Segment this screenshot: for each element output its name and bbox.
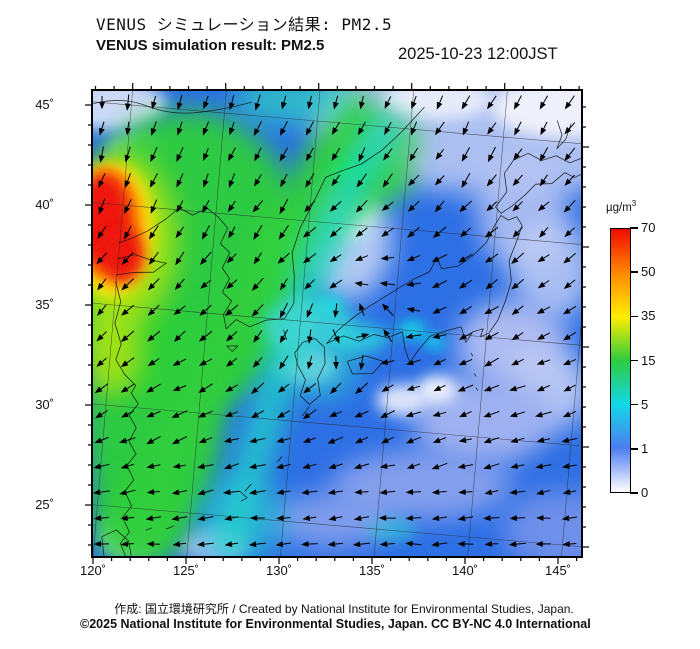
- colorbar-tick-label: 1: [641, 440, 649, 456]
- colorbar-tick-label: 0: [641, 485, 649, 500]
- colorbar-tick-label: 35: [641, 308, 656, 324]
- graticule: [92, 90, 582, 557]
- colorbar-tick-mark: [630, 315, 638, 318]
- colorbar-tick-mark: [630, 271, 638, 273]
- colorbar-tick-label: 5: [641, 396, 649, 412]
- lat-label-30: 30˚: [35, 397, 54, 412]
- page-title-english: VENUS simulation result: PM2.5: [96, 37, 325, 54]
- colorbar-tick-label: 15: [641, 352, 656, 368]
- colorbar-tick-label: 70: [641, 220, 656, 235]
- wind-vector-arrows: [92, 94, 578, 548]
- colorbar-tick-mark: [630, 359, 638, 362]
- license-line: ©2025 National Institute for Environment…: [80, 617, 591, 631]
- map-frame: [91, 89, 583, 558]
- page-title-japanese: VENUS シミュレーション結果: PM2.5: [96, 15, 393, 34]
- lat-label-25: 25˚: [35, 497, 54, 512]
- forecast-timestamp: 2025-10-23 12:00JST: [398, 45, 558, 63]
- colorbar-unit: µg/m3: [606, 199, 637, 214]
- lon-label-120: 120˚: [79, 563, 107, 578]
- lat-label-45: 45˚: [35, 97, 54, 112]
- lon-label-140: 140˚: [451, 563, 479, 578]
- lon-label-125: 125˚: [172, 563, 200, 578]
- colorbar-tick-mark: [630, 448, 638, 450]
- colorbar-tick-mark: [630, 227, 638, 229]
- colorbar-tick-mark: [630, 492, 638, 494]
- lat-label-40: 40˚: [35, 197, 54, 212]
- colorbar: [610, 228, 631, 493]
- lon-label-135: 135˚: [358, 563, 386, 578]
- lon-label-145: 145˚: [544, 563, 572, 578]
- lat-label-35: 35˚: [35, 297, 54, 312]
- colorbar-tick-label: 50: [641, 264, 656, 280]
- colorbar-tick-mark: [630, 403, 638, 406]
- pm25-concentration-map: [85, 83, 589, 564]
- credit-line: 作成: 国立環境研究所 / Created by National Instit…: [114, 602, 574, 616]
- pm25-field: [92, 90, 582, 557]
- map-panel: 45˚ 40˚ 35˚ 30˚ 25˚ 120˚ 125˚ 130˚ 135˚ …: [35, 80, 592, 578]
- lon-label-130: 130˚: [265, 563, 293, 578]
